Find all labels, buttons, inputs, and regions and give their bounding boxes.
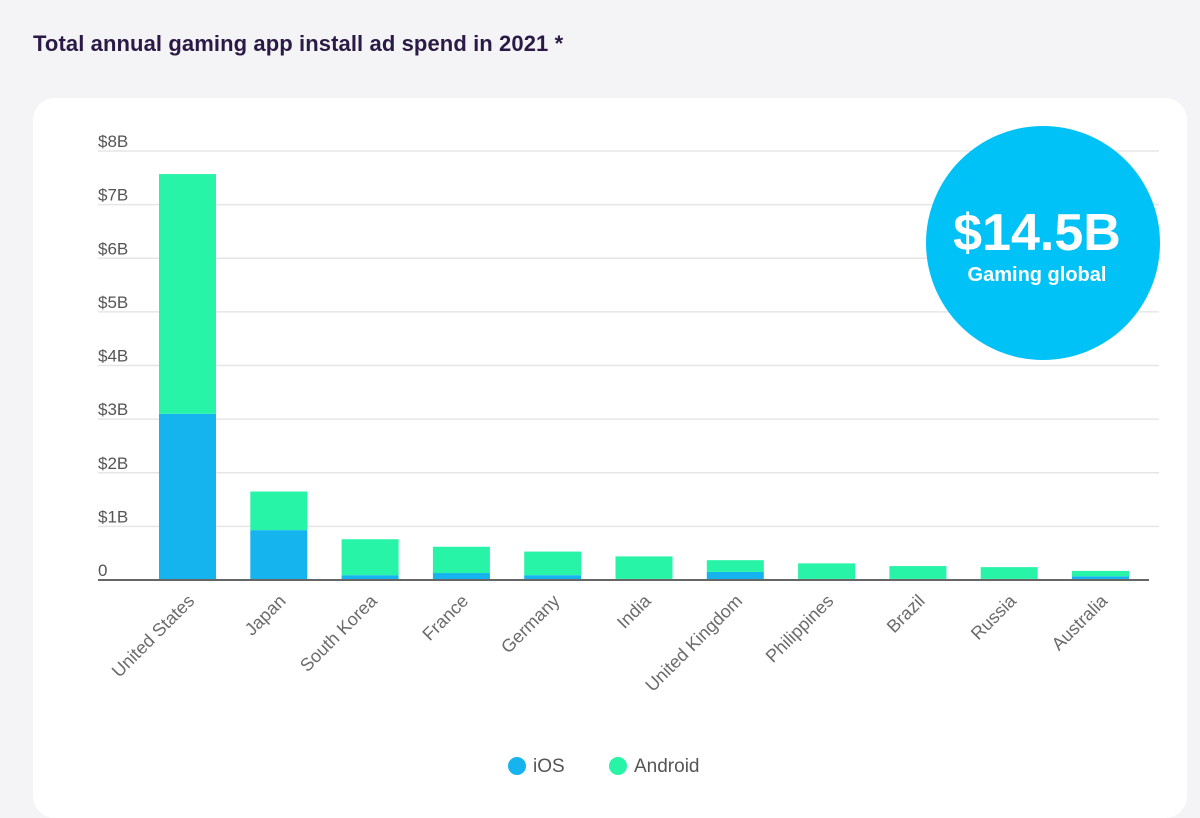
- badge-circle: [926, 126, 1160, 360]
- legend-ios-marker: [508, 757, 526, 775]
- chart-card: 0 $1B $2B $3B $4B $5B $6B $7B $8B United States J…: [33, 98, 1187, 818]
- y-tick-label: $8B: [98, 132, 128, 151]
- bar-android: [524, 551, 582, 576]
- x-tick-label: India: [613, 590, 655, 632]
- bar-android: [432, 546, 490, 574]
- y-axis-ticks: 0 $1B $2B $3B $4B $5B $6B $7B $8B: [98, 132, 128, 580]
- bar-android: [980, 567, 1038, 579]
- bar-chart: 0 $1B $2B $3B $4B $5B $6B $7B $8B United States J…: [98, 126, 1160, 777]
- bar-android: [341, 539, 399, 576]
- y-tick-label: $2B: [98, 454, 128, 473]
- x-tick-label: Philippines: [762, 591, 838, 667]
- bar-android: [615, 556, 673, 579]
- y-tick-label: $1B: [98, 507, 128, 526]
- bar-android: [706, 560, 764, 572]
- bar-android: [1072, 570, 1129, 577]
- y-tick-label: $6B: [98, 239, 128, 258]
- x-tick-label: United States: [108, 591, 199, 682]
- bar-ios: [706, 571, 764, 580]
- total-badge: $14.5B Gaming global: [926, 126, 1160, 360]
- bar-ios: [250, 530, 308, 580]
- y-tick-label: $5B: [98, 293, 128, 312]
- x-tick-label: Germany: [497, 591, 563, 657]
- chart-title: Total annual gaming app install ad spend…: [33, 31, 564, 56]
- bar-android: [798, 563, 856, 579]
- x-tick-label: Brazil: [883, 591, 929, 637]
- legend-android-label: Android: [634, 756, 700, 777]
- bar-android: [250, 491, 308, 531]
- x-tick-label: Australia: [1048, 590, 1112, 654]
- x-tick-label: Russia: [967, 590, 1021, 644]
- legend-android-marker: [609, 757, 627, 775]
- x-tick-label: France: [418, 591, 472, 645]
- bar-android: [889, 566, 947, 579]
- legend: iOS Android: [508, 756, 700, 777]
- bar-ios: [1072, 576, 1129, 580]
- x-tick-label: South Korea: [296, 590, 382, 676]
- legend-ios-label: iOS: [533, 756, 565, 777]
- x-axis-labels: United States Japan South Korea France Germa…: [108, 590, 1112, 695]
- bar-ios: [341, 575, 399, 580]
- bar-ios: [159, 413, 216, 580]
- gridlines: [98, 150, 1159, 528]
- badge-value: $14.5B: [953, 204, 1121, 262]
- x-tick-label: Japan: [241, 591, 290, 640]
- y-tick-label: $3B: [98, 400, 128, 419]
- y-tick-label: 0: [98, 561, 107, 580]
- bars: [159, 174, 1129, 580]
- bar-ios: [432, 573, 490, 580]
- x-tick-label: United Kingdom: [641, 591, 746, 696]
- badge-label: Gaming global: [968, 264, 1107, 286]
- bar-ios: [524, 575, 582, 580]
- y-tick-label: $7B: [98, 186, 128, 205]
- y-tick-label: $4B: [98, 347, 128, 366]
- bar-android: [159, 174, 216, 414]
